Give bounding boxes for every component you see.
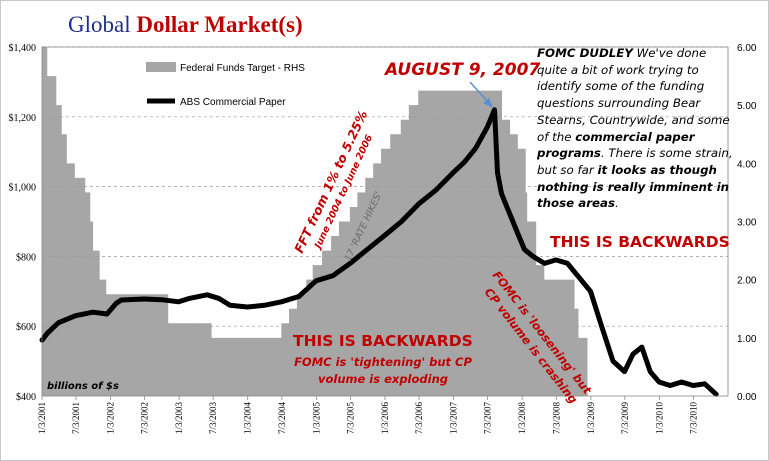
quote-text-1: We've done quite a bit of work trying to… xyxy=(537,46,730,144)
x-axis-tick-label: 1/3/2005 xyxy=(311,402,321,435)
right-axis-tick-label: 6.00 xyxy=(737,43,757,54)
x-axis-tick-label: 7/3/2006 xyxy=(414,402,424,435)
title-part-global: Global xyxy=(68,12,131,37)
legend-swatch-fed-funds xyxy=(146,62,176,72)
x-axis-tick-label: 1/3/2006 xyxy=(380,402,390,435)
legend-label-fed-funds: Federal Funds Target - RHS xyxy=(180,63,305,74)
quote-speaker: FOMC DUDLEY xyxy=(537,46,633,60)
left-axis-tick-label: $800 xyxy=(16,252,36,263)
left-axis-tick-label: $1,000 xyxy=(9,183,37,194)
tightening-label-2: volume is exploding xyxy=(318,372,448,386)
x-axis-tick-label: 7/3/2002 xyxy=(140,402,150,434)
unit-note: billions of $s xyxy=(47,381,119,392)
quote-text-3: . xyxy=(615,196,619,211)
left-axis-tick-label: $600 xyxy=(16,322,36,333)
fed-funds-area xyxy=(42,47,728,396)
right-axis-tick-label: 3.00 xyxy=(737,218,757,229)
right-axis-tick-label: 0.00 xyxy=(737,392,757,403)
peak-label: AUGUST 9, 2007 xyxy=(383,60,540,80)
x-axis-tick-label: 1/3/2007 xyxy=(449,402,459,435)
x-axis-tick-label: 1/3/2008 xyxy=(517,402,527,435)
x-axis-tick-label: 1/3/2004 xyxy=(243,402,253,435)
right-axis-tick-label: 2.00 xyxy=(737,276,757,287)
x-axis-tick-label: 7/3/2001 xyxy=(71,402,81,434)
right-axis-tick-label: 5.00 xyxy=(737,101,757,112)
peak-arrow-shaft xyxy=(469,81,490,104)
tightening-label-1: FOMC is 'tightening' but CP xyxy=(294,355,472,369)
backwards-right-label: THIS IS BACKWARDS xyxy=(550,233,730,251)
fed-funds-area-layer xyxy=(42,47,728,396)
left-axis-tick-label: $400 xyxy=(16,392,36,403)
x-axis-tick-label: 1/3/2001 xyxy=(37,402,47,434)
x-axis-tick-label: 7/3/2008 xyxy=(551,402,561,435)
x-axis-tick-label: 7/3/2010 xyxy=(688,402,698,435)
peak-arrow-head xyxy=(483,98,493,108)
title-part-dollar-markets: Dollar Market(s) xyxy=(136,12,303,37)
left-axis-tick-label: $1,200 xyxy=(9,113,37,124)
x-axis-tick-label: 1/3/2002 xyxy=(106,402,116,434)
x-axis-tick-label: 7/3/2007 xyxy=(483,402,493,435)
left-axis-tick-label: $1,400 xyxy=(9,43,37,54)
quote-text-2: . There is some strain, but so far xyxy=(537,146,733,177)
abs-cp-line xyxy=(39,107,719,397)
x-axis-tick-label: 7/3/2003 xyxy=(208,402,218,435)
x-axis-tick-label: 7/3/2004 xyxy=(277,402,287,435)
chart-title: Global Dollar Market(s) xyxy=(68,12,303,38)
fomc-quote-box: FOMC DUDLEY We've done quite a bit of wo… xyxy=(537,45,737,212)
right-axis-tick-label: 1.00 xyxy=(737,334,757,345)
backwards-left-label: THIS IS BACKWARDS xyxy=(293,332,473,350)
abs-cp-line-layer xyxy=(39,107,719,397)
legend-label-abs-cp: ABS Commercial Paper xyxy=(180,97,286,108)
x-axis-tick-label: 1/3/2010 xyxy=(654,402,664,435)
x-axis-tick-label: 7/3/2005 xyxy=(345,402,355,435)
axes: $400 $600 $800 $1,000 $1,200 $1,400 0.00 1.00 2.… xyxy=(9,43,757,434)
x-axis-tick-label: 7/3/2009 xyxy=(620,402,630,435)
x-axis-tick-label: 1/3/2009 xyxy=(586,402,596,435)
x-axis-tick-label: 1/3/2003 xyxy=(174,402,184,435)
quote-bold-2: it looks as though nothing is really imm… xyxy=(537,162,730,211)
quote-bold-1: commercial paper programs xyxy=(537,129,695,161)
right-axis-tick-label: 4.00 xyxy=(737,159,757,170)
